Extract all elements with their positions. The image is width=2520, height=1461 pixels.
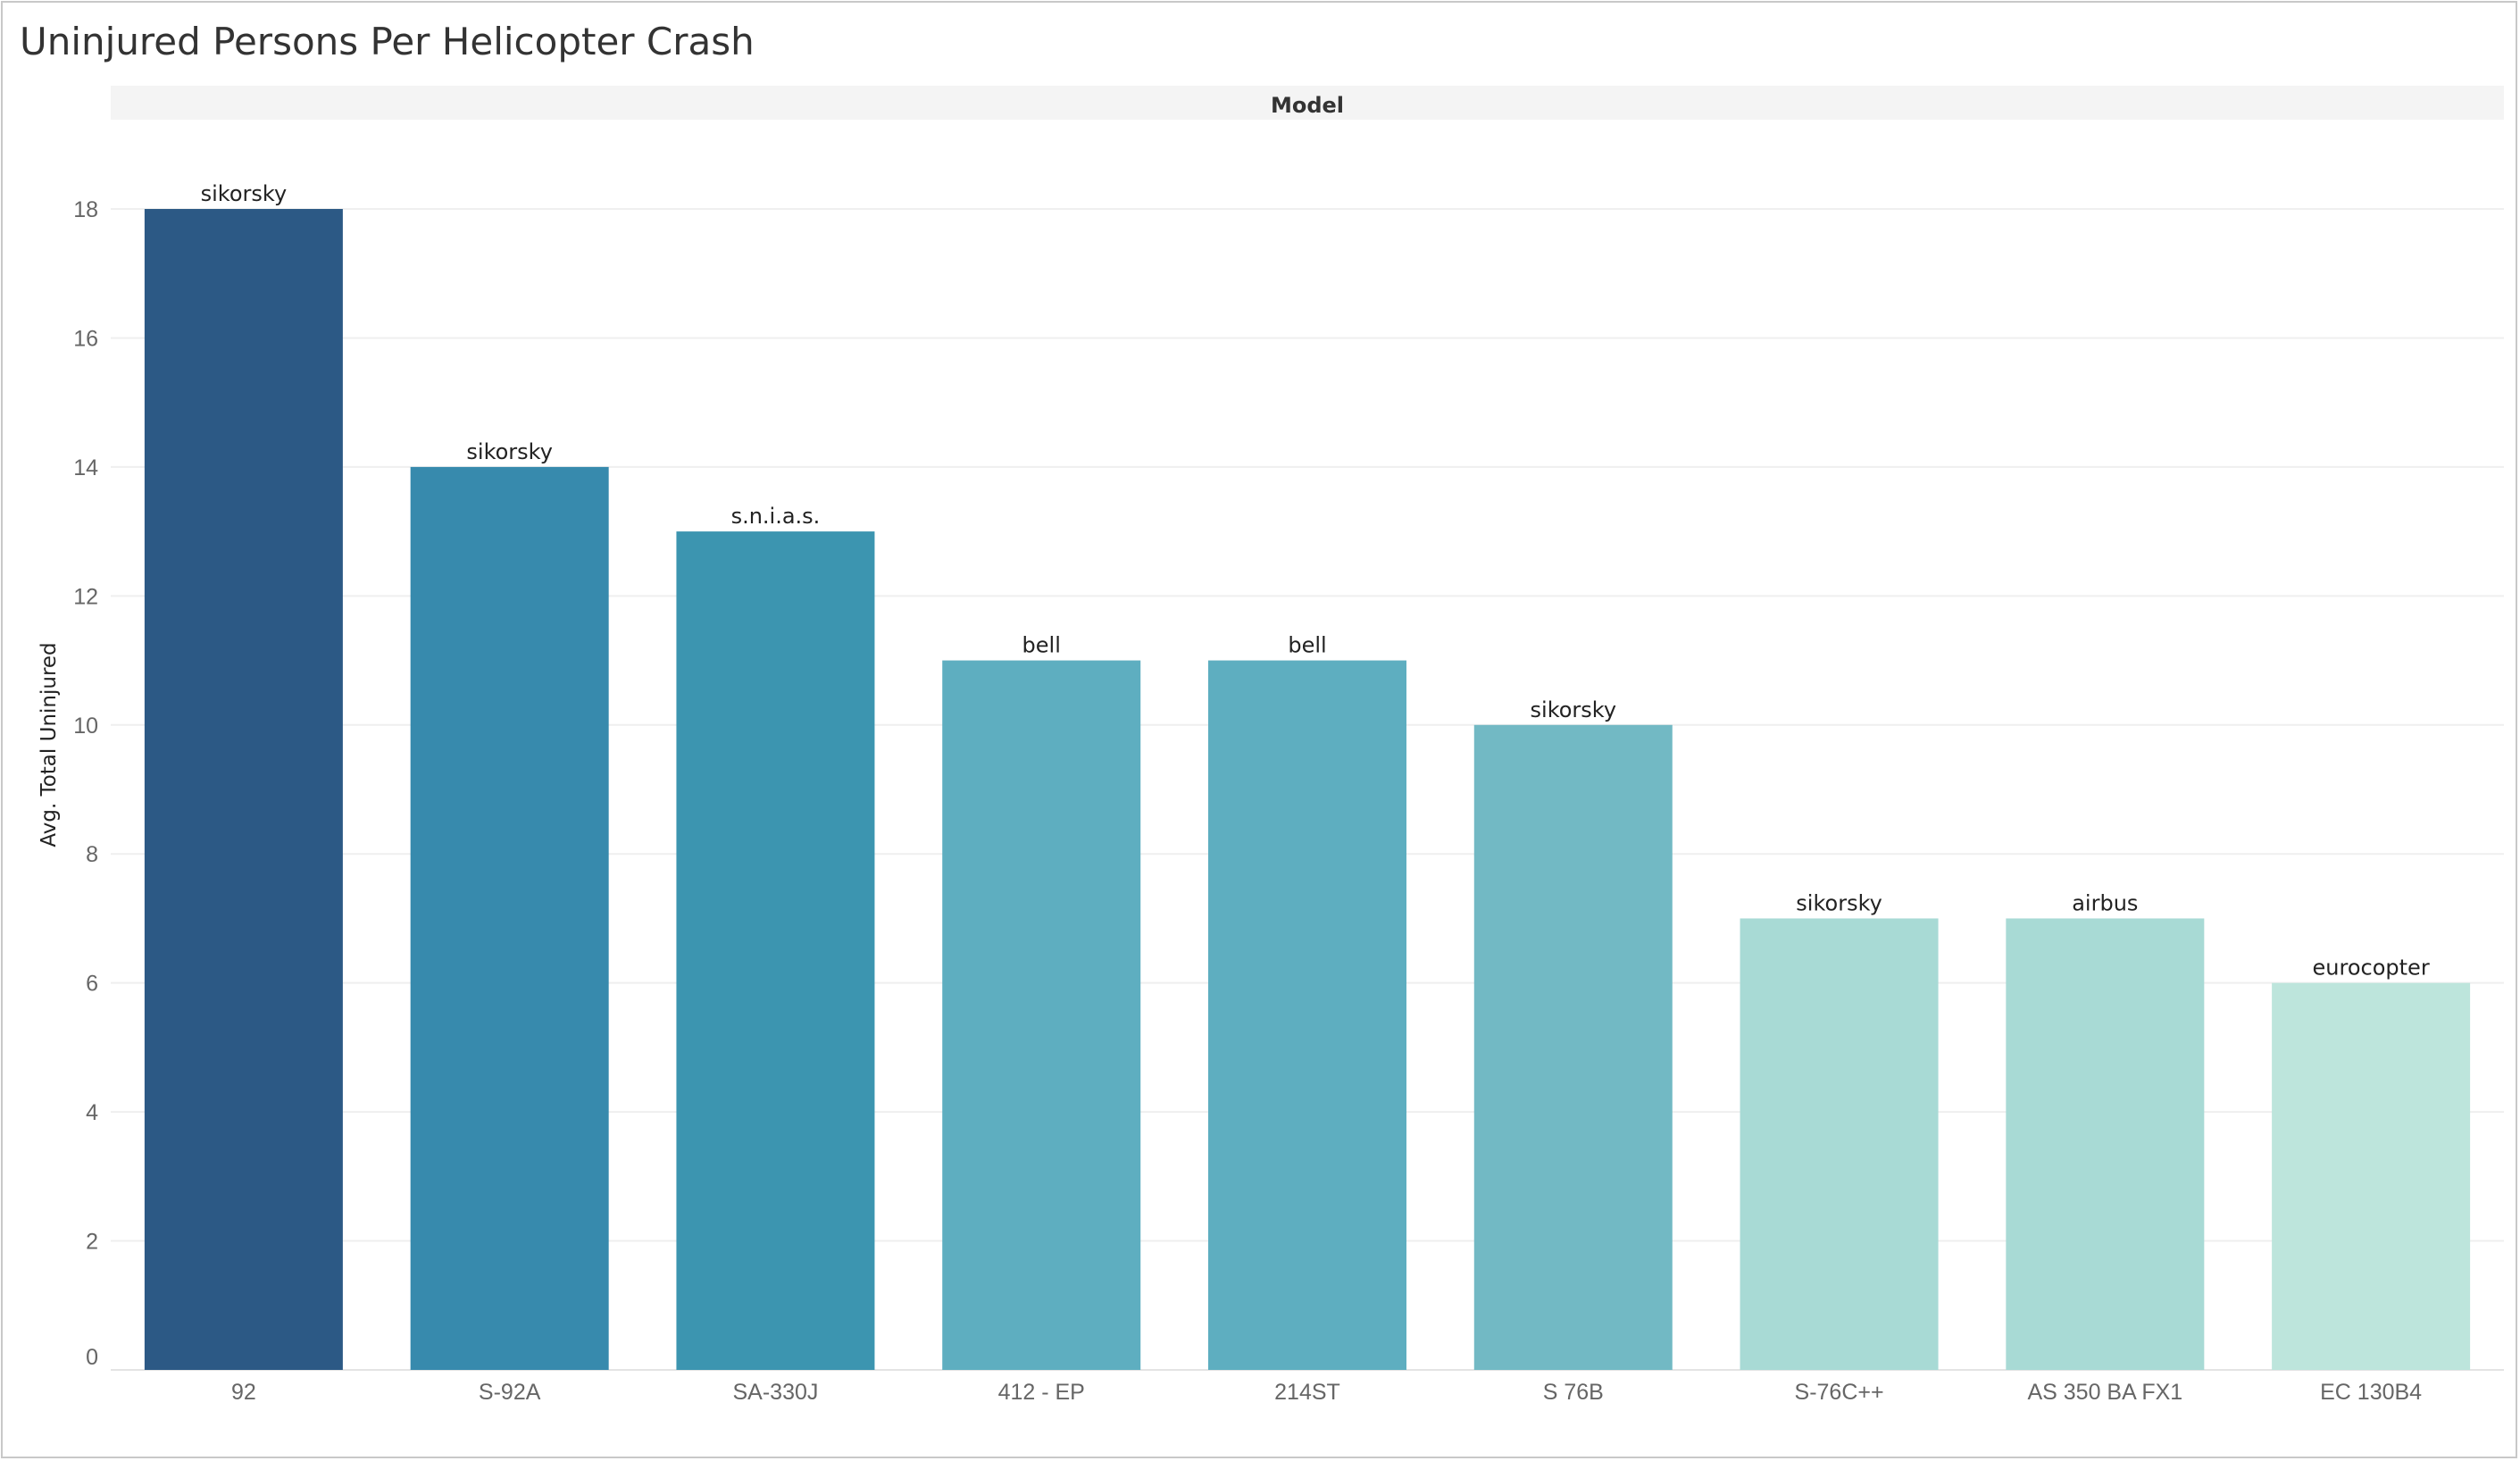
y-tick-label: 0 xyxy=(86,1345,98,1370)
bar-data-label: s.n.i.a.s. xyxy=(731,504,821,529)
x-axis-labels: 92 S-92A SA-330J 412 - EP 214ST S 76B S-76C++ A… xyxy=(231,1380,2422,1405)
x-category-label: 92 xyxy=(231,1380,256,1405)
bar[interactable] xyxy=(942,660,1141,1370)
y-tick-label: 2 xyxy=(86,1230,98,1255)
bar[interactable] xyxy=(2272,982,2471,1370)
y-axis-title: Avg. Total Uninjured xyxy=(38,642,61,847)
bar[interactable] xyxy=(1208,660,1406,1370)
x-category-label: S 76B xyxy=(1543,1380,1604,1405)
x-category-label: 412 - EP xyxy=(998,1380,1085,1405)
y-tick-label: 10 xyxy=(73,714,98,739)
bar-data-label: airbus xyxy=(2072,890,2138,915)
x-category-label: SA-330J xyxy=(732,1380,818,1405)
y-tick-label: 6 xyxy=(86,972,98,997)
header-band xyxy=(111,86,2504,120)
y-axis-ticks: 0 2 4 6 8 10 12 14 16 18 xyxy=(73,197,98,1370)
x-category-label: S-92A xyxy=(479,1380,541,1405)
bar[interactable] xyxy=(1473,724,1673,1370)
x-category-label: S-76C++ xyxy=(1795,1380,1884,1405)
y-tick-label: 4 xyxy=(86,1100,98,1125)
y-tick-label: 14 xyxy=(73,455,98,480)
x-category-label: AS 350 BA FX1 xyxy=(2027,1380,2182,1405)
bar[interactable] xyxy=(676,531,875,1370)
x-category-label: EC 130B4 xyxy=(2320,1380,2422,1405)
bar[interactable] xyxy=(2006,918,2205,1370)
header-model-label: Model xyxy=(1271,93,1344,118)
data-labels: sikorsky sikorsky s.n.i.a.s. bell bell sikors… xyxy=(201,181,2430,981)
bar-data-label: sikorsky xyxy=(466,439,553,464)
bar[interactable] xyxy=(144,209,343,1370)
bars xyxy=(144,209,2471,1370)
bar-data-label: eurocopter xyxy=(2313,956,2430,981)
bar[interactable] xyxy=(1740,918,1939,1370)
bar[interactable] xyxy=(410,466,609,1370)
y-tick-label: 12 xyxy=(73,584,98,609)
bar-data-label: sikorsky xyxy=(1531,697,1617,722)
bar-data-label: bell xyxy=(1022,633,1061,658)
bar-data-label: sikorsky xyxy=(201,181,288,206)
y-tick-label: 8 xyxy=(86,842,98,867)
chart-title: Uninjured Persons Per Helicopter Crash xyxy=(20,20,755,63)
x-category-label: 214ST xyxy=(1274,1380,1340,1405)
y-tick-label: 16 xyxy=(73,326,98,351)
bar-data-label: bell xyxy=(1288,633,1326,658)
bar-data-label: sikorsky xyxy=(1796,890,1882,915)
y-tick-label: 18 xyxy=(73,197,98,222)
